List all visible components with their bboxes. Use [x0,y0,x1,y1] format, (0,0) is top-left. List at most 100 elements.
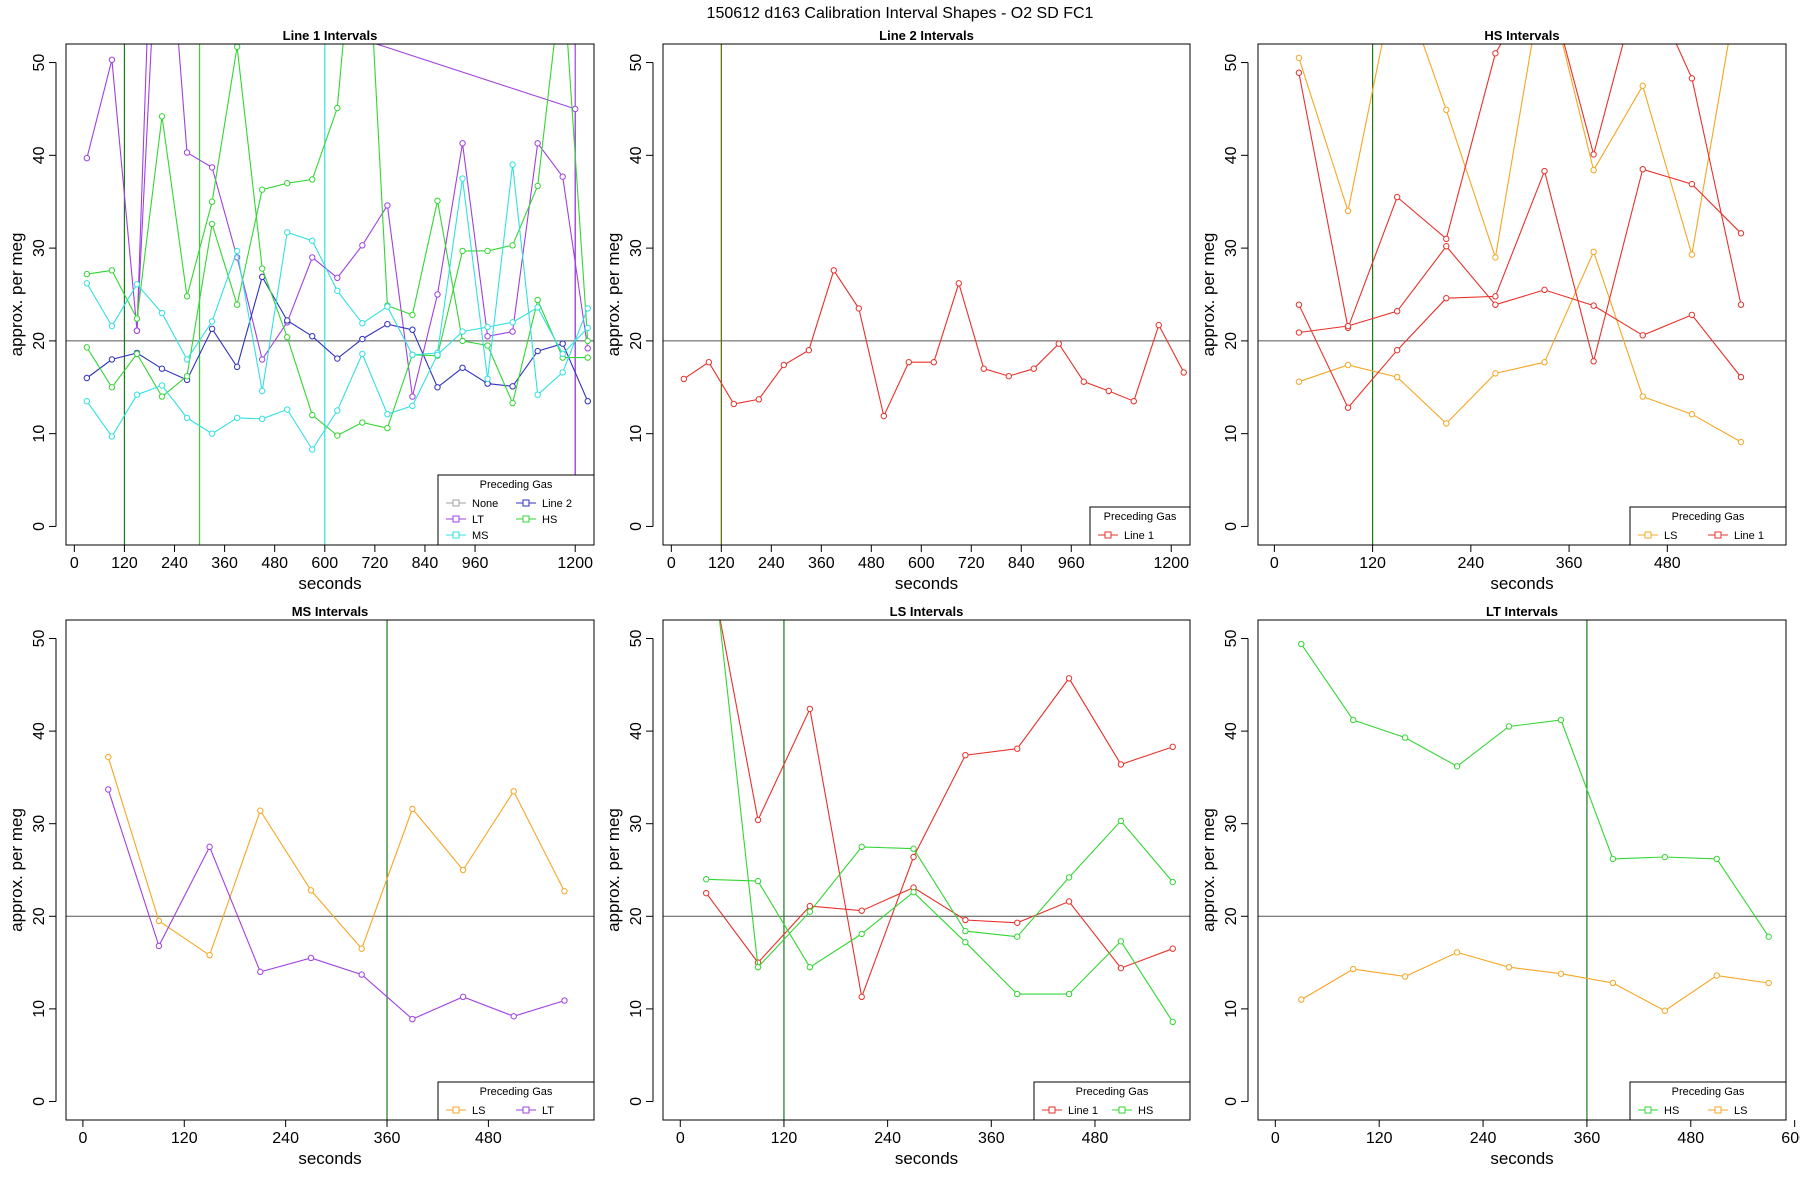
y-tick-label: 50 [1223,54,1240,72]
legend-box [437,1081,595,1121]
legend-box [437,474,595,546]
data-point [584,337,591,345]
data-point [1688,251,1696,258]
data-point [1005,372,1012,380]
legend-box [1089,506,1191,546]
series-line [706,878,1174,1023]
data-point [510,788,517,795]
y-tick-label: 50 [31,630,48,648]
x-axis-label: seconds [298,574,361,593]
data-point [754,877,762,885]
data-point [1065,898,1073,905]
legend: Preceding Gas LS LT [437,1081,595,1121]
y-tick-label: 0 [31,1097,48,1106]
legend-title: Preceding Gas [1672,1086,1745,1098]
data-point [1130,397,1137,405]
data-point [780,361,788,369]
y-tick-label: 0 [628,1097,645,1106]
data-point [105,786,112,793]
panel-title: LS Intervals [890,604,964,619]
data-point [108,56,116,63]
y-tick-label: 40 [1223,146,1240,164]
x-tick-label: 840 [412,555,439,572]
series-line [86,44,589,397]
data-point [1609,979,1617,987]
x-tick-label: 1200 [557,555,593,572]
legend-entry-label: HS [1664,1105,1679,1117]
x-tick-label: 480 [1654,555,1681,572]
data-point [806,705,814,713]
data-point [334,355,341,362]
data-point [910,889,917,896]
plot-area [663,44,1190,545]
data-point [1295,69,1303,76]
data-point [1393,193,1401,201]
data-point [307,954,315,962]
series-line [107,756,565,957]
data-point [1344,404,1352,411]
data-point [434,291,441,298]
x-tick-label: 480 [261,555,288,572]
y-tick-label: 0 [1223,522,1240,531]
legend-entry-label: Line 1 [1124,530,1154,542]
data-point [1541,167,1548,175]
data-point [1155,321,1162,329]
data-point [484,342,491,349]
data-point [284,317,291,324]
legend: Preceding Gas Line 1 HS [1033,1081,1191,1121]
data-point [730,400,738,408]
x-tick-label: 360 [374,1130,401,1147]
data-point [1401,734,1409,741]
data-point [1492,293,1499,300]
data-point [484,247,491,255]
y-tick-label: 30 [31,239,48,257]
data-point [158,382,166,389]
data-point [559,350,566,358]
series-line [1298,250,1742,443]
data-point [1169,743,1176,751]
data-point [1541,286,1548,294]
data-point [1014,990,1021,998]
data-point [484,333,491,340]
data-point [509,242,516,249]
x-tick-label: 120 [111,555,138,572]
data-point [309,237,316,244]
data-point [409,311,416,319]
legend-swatch-marker [1714,1106,1722,1114]
data-point [108,433,116,440]
data-point [1401,973,1409,980]
data-point [1180,369,1187,376]
legend-swatch-marker [452,515,460,523]
panel-title: Line 1 Intervals [283,28,378,43]
x-tick-label: 240 [272,1130,299,1147]
data-point [284,179,291,187]
legend-swatch-marker [1644,531,1652,539]
data-point [208,220,216,228]
data-point [284,333,291,341]
data-point [334,274,341,281]
legend-swatch-marker [1048,1106,1056,1114]
data-point [1169,878,1176,886]
data-point [258,415,266,423]
y-tick-label: 30 [1223,239,1240,257]
y-tick-label: 0 [31,522,48,531]
data-point [806,908,814,915]
data-point [855,305,863,312]
data-point [1737,230,1745,237]
x-tick-label: 360 [211,555,238,572]
legend-box [1033,1081,1191,1121]
data-point [359,419,366,426]
legend-swatch-marker [452,531,460,539]
data-point [233,44,241,50]
data-point [534,182,541,190]
data-point [183,356,191,363]
data-point [309,176,316,183]
data-point [1590,358,1597,365]
legend-entry-label: Line 1 [1068,1105,1098,1117]
x-tick-label: 120 [1366,1130,1393,1147]
data-point [1505,964,1513,971]
y-axis-label: approx. per meg [604,808,623,932]
data-point [754,816,762,824]
data-point [459,175,466,182]
